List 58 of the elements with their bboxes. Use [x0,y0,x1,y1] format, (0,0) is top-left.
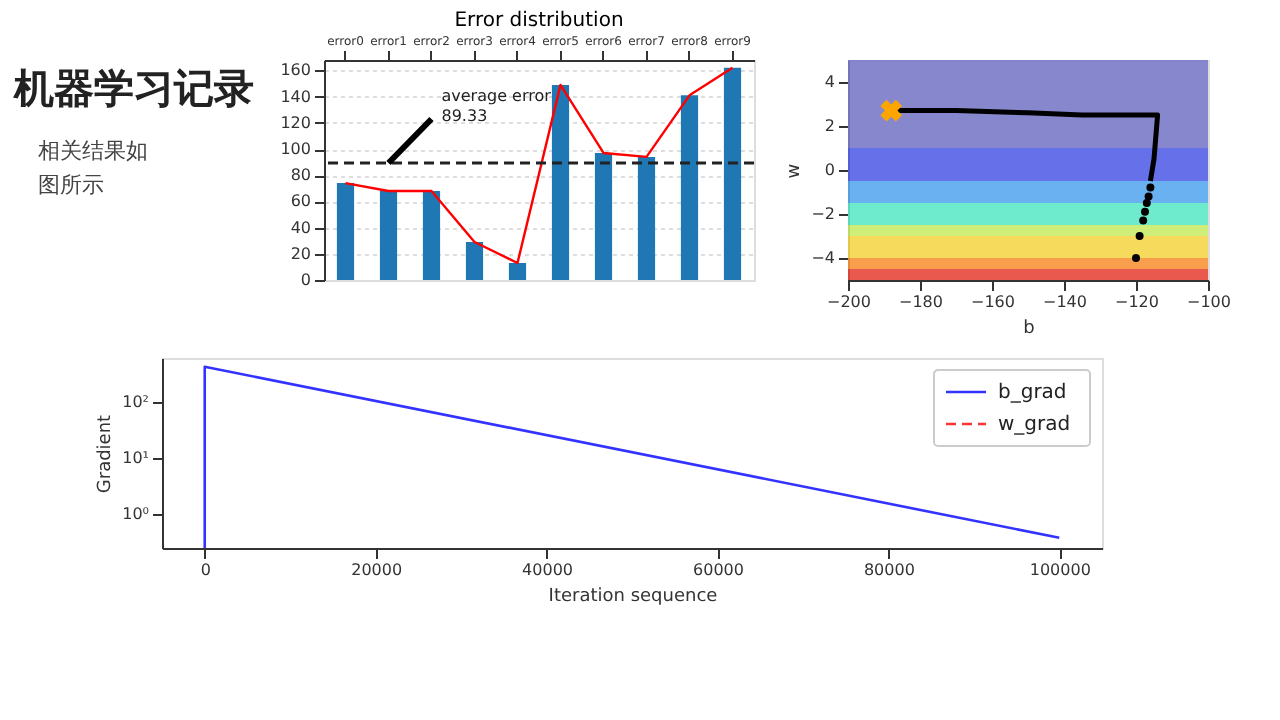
x-axis-title: Iteration sequence [548,587,719,607]
y-tick-label: 60 [290,192,311,211]
x-tick-label: 100000 [1029,561,1091,579]
x-tick-label: −180 [899,293,943,311]
x-axis-title: b [1023,319,1036,339]
y-tick-label: 0 [300,271,311,289]
y-tick-label: 10¹ [122,448,149,467]
y-tick-label: 80 [290,166,311,185]
y-tick-label: 2 [824,117,835,135]
y-tick-label: 40 [290,218,311,237]
y-tick-label: 10⁰ [122,505,149,524]
y-tick-label: 100 [280,140,311,159]
y-tick-label: 140 [280,87,311,106]
x-tick-label: 0 [200,561,211,579]
x-tick-label: −100 [1187,293,1231,311]
bar [637,156,656,280]
annotation: average error 89.33 [441,87,553,126]
legend-label: b_grad [998,382,1067,404]
bar [723,67,742,280]
legend-label: w_grad [998,414,1071,436]
x-tick-label: −120 [1115,293,1159,311]
point [880,99,903,122]
point [1146,183,1155,192]
y-tick-label: −2 [811,205,835,223]
bar [336,183,355,280]
point [1144,192,1153,201]
y-tick-label: 4 [824,73,835,91]
point [1141,207,1149,216]
point [1142,199,1151,207]
bar [379,190,398,280]
bar [551,84,570,280]
y-axis-title: w [785,163,806,179]
bar [508,262,527,280]
x-tick-label: −160 [971,293,1015,311]
bar [680,95,699,280]
y-tick-label: 120 [280,113,311,132]
chart-title: Error distribution [454,10,624,32]
point [1132,254,1140,262]
bar [594,152,613,280]
bar [422,190,441,280]
point [1139,216,1148,225]
x-tick-label: −200 [827,293,871,311]
y-tick-label: 10² [122,392,149,411]
point [1135,232,1144,240]
text: 机器学习记录 [12,64,254,112]
x-tick-label: 40000 [522,561,573,579]
x-tick-label: 20000 [351,561,403,579]
y-tick-label: 160 [280,61,311,80]
y-tick-label: 0 [824,161,835,179]
x-tick-label: −140 [1043,293,1087,311]
x-tick-label: 60000 [693,561,744,579]
y-axis-title: Gradient [96,413,117,494]
x-tick-label: 80000 [863,561,915,579]
text: 相关结果如图所示 [38,138,148,198]
line-series [344,66,734,265]
bar [465,242,484,280]
y-tick-label: 20 [290,244,311,263]
y-tick-label: −4 [811,249,835,267]
